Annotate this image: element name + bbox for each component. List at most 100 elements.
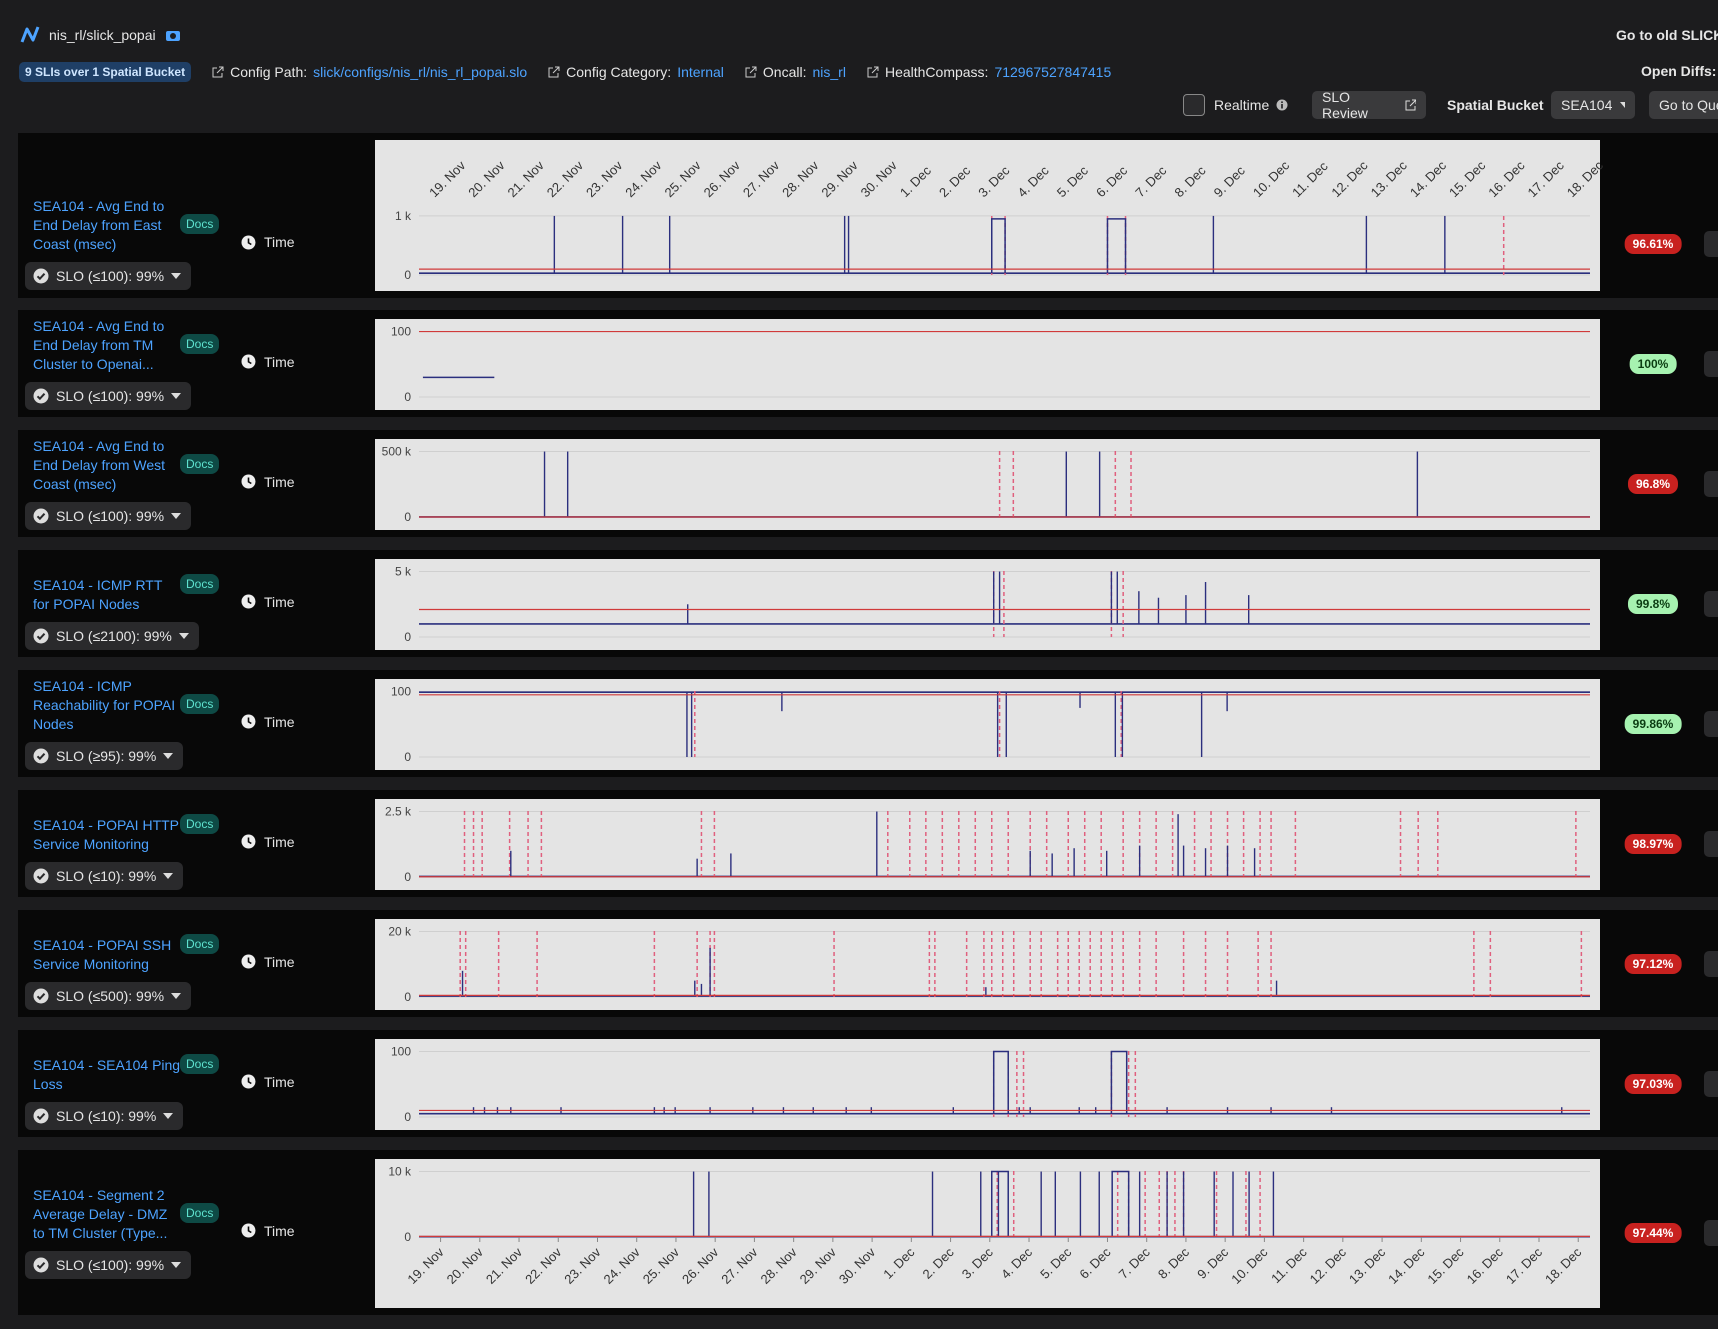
icon bbox=[33, 868, 49, 884]
performance-badge: 97.44% bbox=[1624, 1222, 1682, 1243]
performance-badge: 96.61% bbox=[1624, 234, 1682, 254]
slo-label: SLO (≤500): 99% bbox=[56, 987, 165, 1004]
icon bbox=[163, 872, 174, 879]
realtime-label: Realtime bbox=[1214, 97, 1270, 113]
slo-review-button[interactable]: SLO Review bbox=[1312, 89, 1426, 121]
type-label: Time bbox=[264, 713, 295, 730]
type-label: Time bbox=[264, 234, 295, 250]
slo-pill[interactable]: SLO (≤100): 99% bbox=[25, 381, 192, 410]
link-icon bbox=[745, 66, 757, 77]
sli-name[interactable]: SEA104 - ICMP Reachability for POPAI Nod… bbox=[33, 677, 176, 732]
type-label: Time bbox=[264, 1222, 295, 1239]
icon bbox=[171, 392, 182, 399]
slo-pill[interactable]: SLO (≤10): 99% bbox=[25, 861, 184, 890]
docs-badge[interactable]: Docs bbox=[180, 333, 220, 354]
link-icon bbox=[548, 66, 560, 77]
icon bbox=[171, 273, 182, 279]
docs-badge[interactable]: Docs bbox=[180, 453, 220, 474]
icon bbox=[171, 512, 182, 519]
icon bbox=[163, 752, 174, 759]
icon bbox=[33, 268, 49, 284]
icon bbox=[241, 834, 256, 849]
icon bbox=[241, 1074, 256, 1089]
icon bbox=[33, 388, 49, 404]
slo-label: SLO (≤100): 99% bbox=[56, 387, 165, 404]
type-label: Time bbox=[264, 833, 295, 850]
slo-pill[interactable]: SLO (≤500): 99% bbox=[25, 981, 192, 1010]
sli-name[interactable]: SEA104 - POPAI HTTP Service Monitoring bbox=[33, 816, 179, 852]
caret bbox=[1620, 102, 1625, 108]
healthcompass[interactable]: 712967527847415 bbox=[994, 64, 1112, 80]
slo-type: Time bbox=[241, 474, 295, 490]
realtime-checkbox[interactable] bbox=[1183, 94, 1205, 116]
slo-type: Time bbox=[241, 1074, 295, 1090]
icon bbox=[33, 748, 49, 764]
healthcompass-label: HealthCompass: bbox=[884, 64, 989, 80]
info-bar: 9 SLIs over 1 Spatial Bucket Config Path… bbox=[19, 62, 1111, 82]
row-action[interactable] bbox=[1704, 231, 1718, 257]
sli-count-badge: 9 SLIs over 1 Spatial Bucket bbox=[19, 62, 192, 82]
slo-type: Time bbox=[241, 1223, 295, 1239]
type-label: Time bbox=[264, 1073, 295, 1090]
logo bbox=[20, 26, 40, 43]
config-path[interactable]: slick/configs/nis_rl/nis_rl_popai.slo bbox=[313, 64, 528, 80]
slo-pill[interactable]: SLO (≤100): 99% bbox=[25, 1250, 192, 1279]
docs-badge[interactable]: Docs bbox=[180, 1202, 220, 1223]
slo-type: Time bbox=[241, 714, 295, 730]
row-action[interactable] bbox=[1704, 950, 1718, 977]
slo-label: SLO (≤10): 99% bbox=[56, 867, 157, 884]
icon bbox=[33, 1108, 49, 1124]
camera-icon[interactable] bbox=[165, 28, 181, 42]
spatial-bucket-select[interactable]: SEA104 bbox=[1551, 91, 1635, 119]
type-label: Time bbox=[264, 473, 295, 490]
sli-name[interactable]: SEA104 - Avg End to End Delay from East … bbox=[33, 198, 165, 252]
docs-badge[interactable]: Docs bbox=[180, 573, 220, 594]
slo-label: SLO (≤100): 99% bbox=[56, 1256, 165, 1273]
slo-pill[interactable]: SLO (≤100): 99% bbox=[25, 262, 192, 290]
slo-pill[interactable]: SLO (≥95): 99% bbox=[25, 741, 184, 770]
icon bbox=[33, 988, 49, 1004]
slo-review-label: SLO Review bbox=[1322, 89, 1368, 121]
performance-badge: 99.86% bbox=[1624, 713, 1682, 734]
docs-badge[interactable]: Docs bbox=[180, 813, 220, 834]
slo-type: Time bbox=[241, 834, 295, 850]
sli-name[interactable]: SEA104 - Avg End to End Delay from West … bbox=[33, 437, 166, 492]
docs-badge[interactable]: Docs bbox=[180, 933, 220, 954]
performance-badge: 98.97% bbox=[1624, 833, 1682, 854]
docs-badge[interactable]: Docs bbox=[180, 693, 220, 714]
slo-label: SLO (≤100): 99% bbox=[56, 507, 165, 524]
row-action[interactable] bbox=[1704, 830, 1718, 857]
sli-name[interactable]: SEA104 - SEA104 Ping Loss bbox=[33, 1056, 181, 1092]
docs-badge[interactable]: Docs bbox=[180, 214, 220, 234]
oncall[interactable]: nis_rl bbox=[812, 64, 846, 80]
slo-type: Time bbox=[241, 234, 295, 250]
config-category[interactable]: Internal bbox=[677, 64, 724, 80]
sli-name[interactable]: SEA104 - Avg End to End Delay from TM Cl… bbox=[33, 317, 165, 372]
config-category-label: Config Category: bbox=[566, 64, 672, 80]
performance-badge: 99.8% bbox=[1627, 593, 1679, 614]
docs-badge[interactable]: Docs bbox=[180, 1053, 220, 1074]
sli-name[interactable]: SEA104 - ICMP RTT for POPAI Nodes bbox=[33, 576, 163, 612]
icon bbox=[33, 628, 49, 644]
row-action[interactable] bbox=[1704, 1070, 1718, 1097]
go-to-query: Go to Que bbox=[1659, 97, 1718, 113]
slo-label: SLO (≤10): 99% bbox=[56, 1107, 157, 1124]
row-action[interactable] bbox=[1704, 1219, 1718, 1246]
link-icon bbox=[867, 66, 879, 77]
icon bbox=[241, 1223, 256, 1238]
sli-name[interactable]: SEA104 - POPAI SSH Service Monitoring bbox=[33, 936, 172, 972]
slo-pill[interactable]: SLO (≤100): 99% bbox=[25, 501, 192, 530]
row-action[interactable] bbox=[1704, 470, 1718, 497]
row-action[interactable] bbox=[1704, 710, 1718, 737]
go-to-query-button[interactable]: Go to Que bbox=[1649, 91, 1718, 119]
row-action[interactable] bbox=[1704, 590, 1718, 617]
type-label: Time bbox=[264, 953, 295, 970]
icon bbox=[241, 714, 256, 729]
slo-pill[interactable]: SLO (≤2100): 99% bbox=[25, 621, 199, 650]
sli-name[interactable]: SEA104 - Segment 2 Average Delay - DMZ t… bbox=[33, 1186, 168, 1241]
old-link[interactable]: Go to old SLICK bbox=[1616, 27, 1718, 43]
slo-pill[interactable]: SLO (≤10): 99% bbox=[25, 1101, 184, 1130]
row-action[interactable] bbox=[1704, 350, 1718, 377]
spatial-bucket: SEA104 bbox=[1561, 97, 1613, 113]
